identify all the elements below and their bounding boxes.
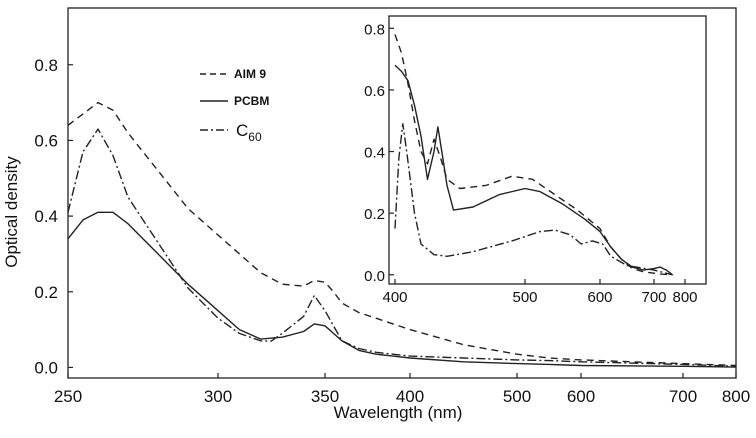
inset-y-tick-label-0-4: 0.4 — [364, 145, 385, 162]
inset-series-aim9 — [394, 34, 673, 276]
main-x-tick-label-600: 600 — [567, 387, 595, 406]
legend-label-aim9: AIM 9 — [234, 67, 266, 81]
y-axis-title: Optical density — [2, 156, 21, 268]
inset-x-tick-label-800: 800 — [672, 289, 697, 306]
inset-series-c60 — [394, 123, 673, 276]
main-series-aim9 — [67, 101, 737, 367]
inset-y-tick-label-0: 0.0 — [364, 268, 385, 285]
inset-plot-frame — [388, 15, 707, 285]
inset-y-tick-label-0-6: 0.6 — [364, 83, 385, 100]
main-x-tick-label-250: 250 — [54, 387, 82, 406]
main-x-tick-label-800: 800 — [722, 387, 750, 406]
main-y-tick-label-0-6: 0.6 — [34, 131, 58, 150]
main-plot-frame — [67, 7, 737, 379]
inset-x-tick-label-500: 500 — [512, 289, 537, 306]
legend-label-c60: C60 — [236, 121, 262, 144]
main-x-tick-label-500: 500 — [503, 387, 531, 406]
legend: AIM 9 PCBM C60 — [200, 67, 269, 144]
main-y-tick-label-0: 0.0 — [34, 358, 58, 377]
inset-y-tick-label-0-2: 0.2 — [364, 206, 385, 223]
legend-label-c60-subscript: 60 — [248, 130, 262, 144]
inset-x-tick-label-600: 600 — [587, 289, 612, 306]
main-x-tick-label-350: 350 — [311, 387, 339, 406]
x-axis-title: Wavelength (nm) — [334, 403, 463, 422]
main-x-tick-label-400: 400 — [396, 387, 424, 406]
inset-series-pcbm — [394, 64, 674, 276]
inset-y-tick-label-0-8: 0.8 — [364, 21, 385, 38]
main-plot: 250 300 350 400 500 600 700 800 0.0 0.2 0.4 0.6 0.8 — [34, 7, 750, 406]
inset-x-tick-label-400: 400 — [382, 289, 407, 306]
legend-label-c60-base: C — [236, 121, 248, 140]
legend-label-pcbm: PCBM — [234, 94, 269, 108]
main-x-tick-label-700: 700 — [669, 387, 697, 406]
inset-x-tick-label-700: 700 — [641, 289, 666, 306]
main-y-tick-label-0-4: 0.4 — [34, 207, 58, 226]
main-series-pcbm — [67, 211, 737, 368]
main-y-tick-label-0-2: 0.2 — [34, 283, 58, 302]
main-series-c60 — [67, 128, 737, 367]
inset-plot: 400 500 600 700 800 0.0 0.2 0.4 0.6 0.8 — [364, 15, 707, 306]
main-x-tick-label-300: 300 — [204, 387, 232, 406]
main-y-tick-label-0-8: 0.8 — [34, 56, 58, 75]
